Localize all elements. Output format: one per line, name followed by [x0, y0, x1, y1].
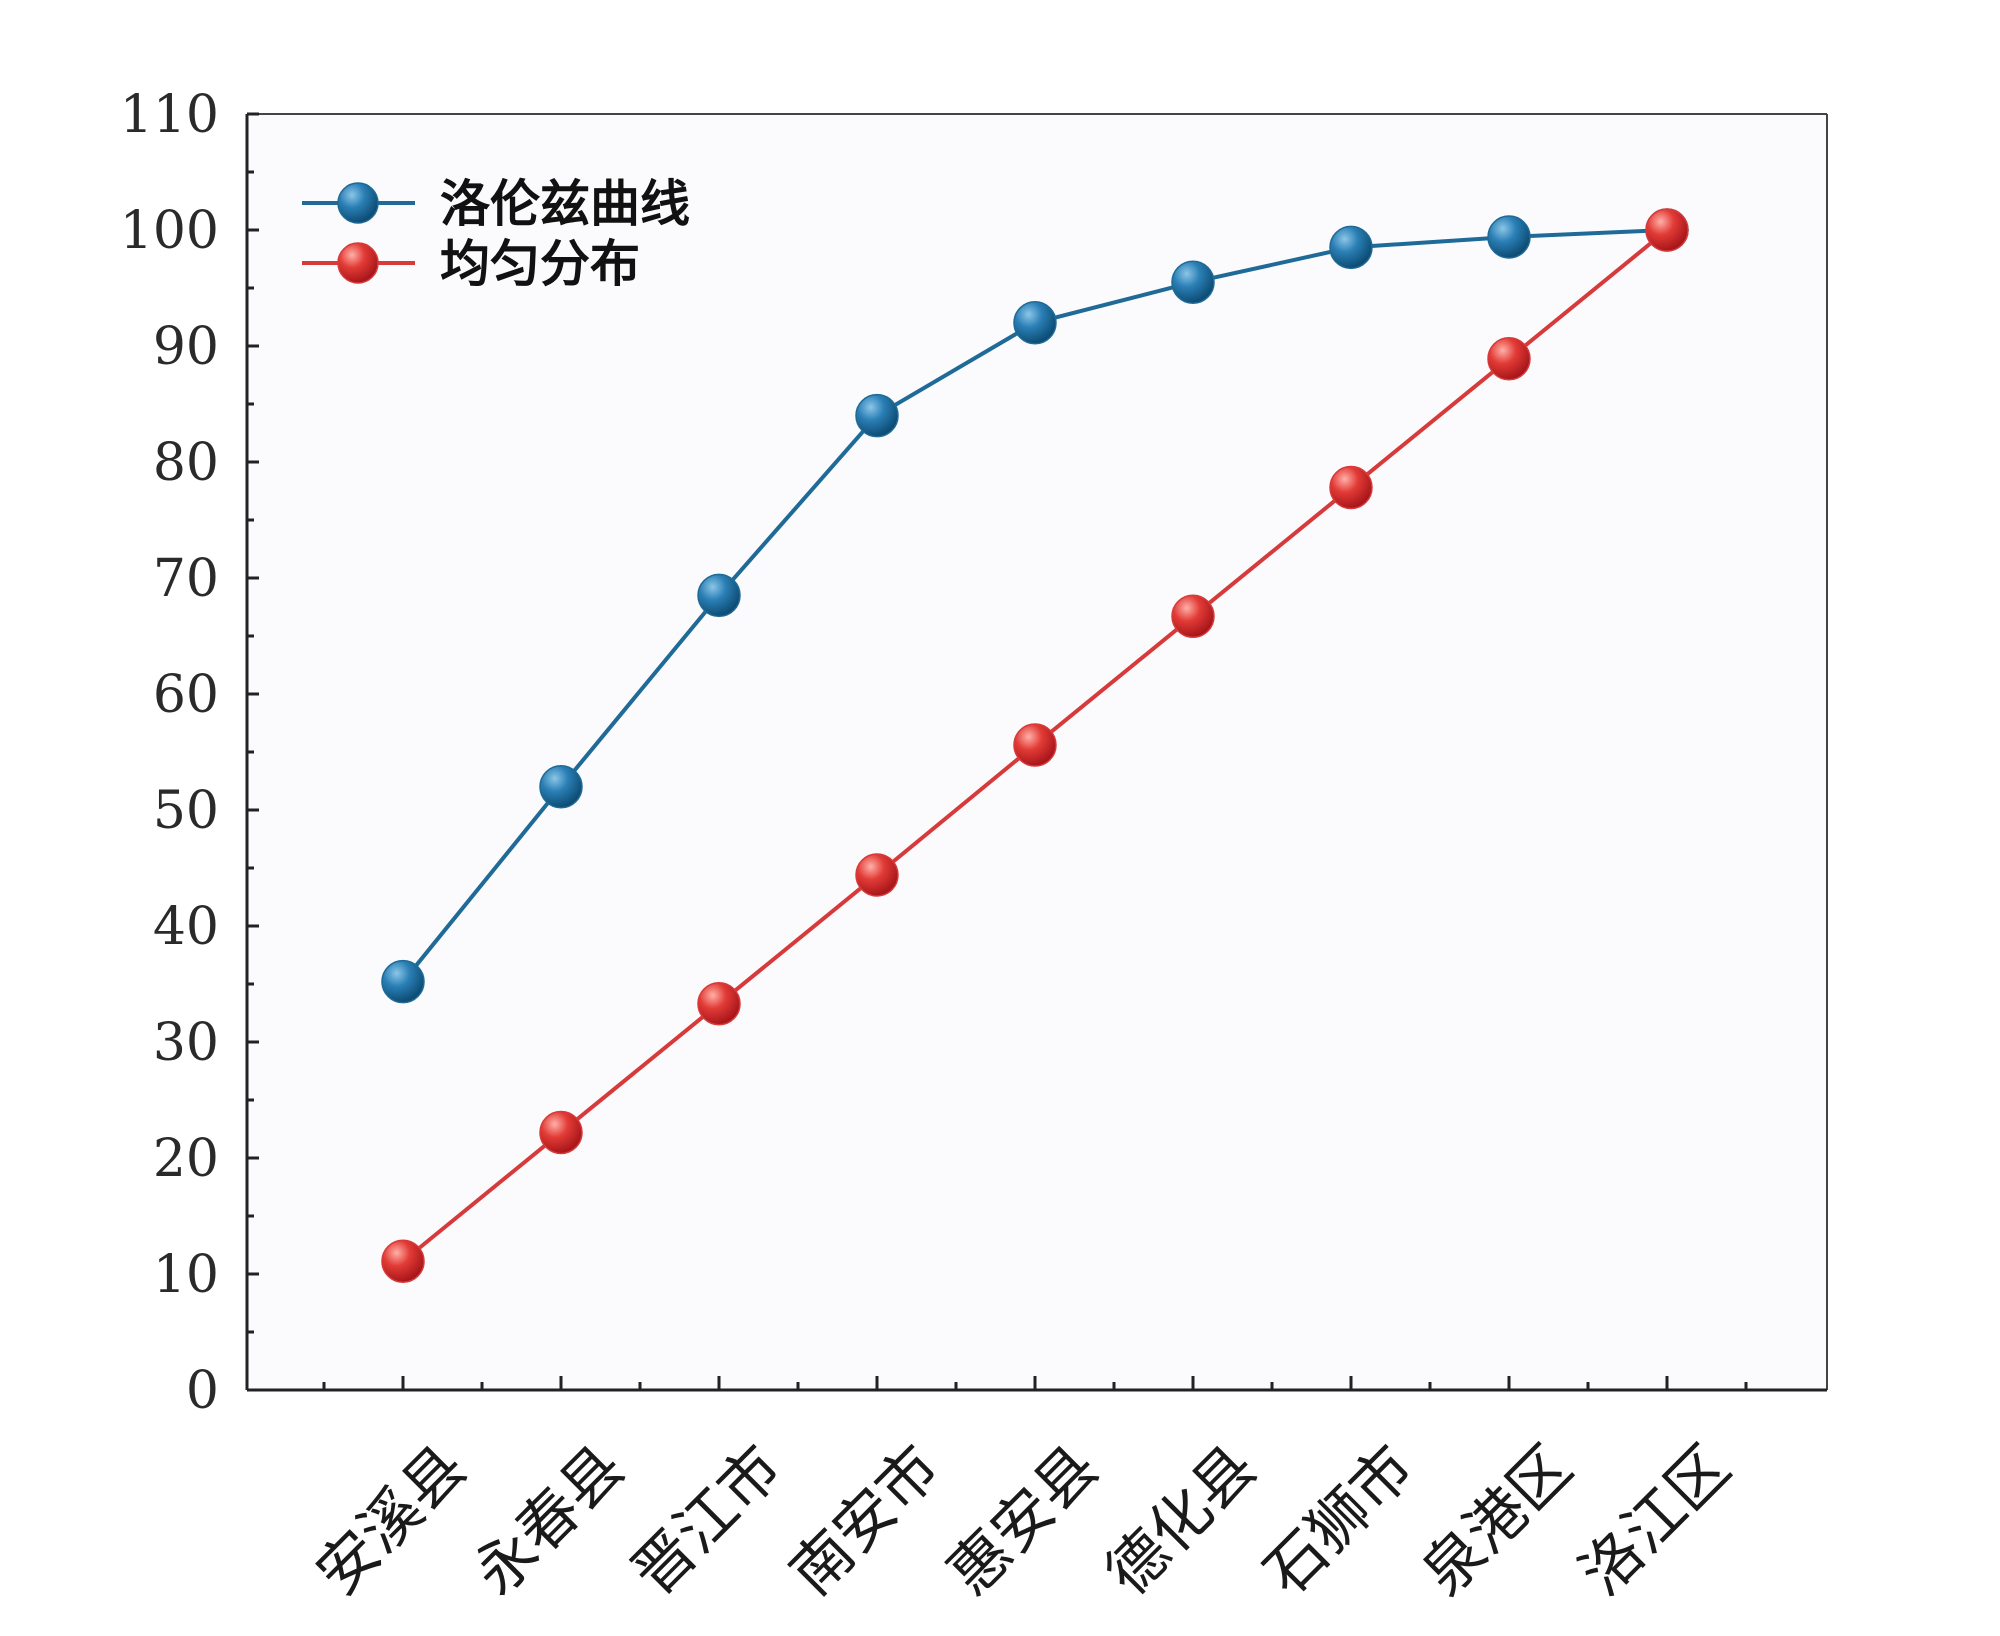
x-category-label: 石狮市 — [1251, 1432, 1428, 1609]
legend-label: 洛伦兹曲线 — [440, 175, 690, 233]
x-category-label: 永春县 — [461, 1432, 638, 1609]
data-point — [697, 573, 741, 618]
data-point — [1171, 594, 1215, 639]
y-tick-label: 50 — [153, 781, 219, 841]
y-tick-label: 0 — [186, 1361, 219, 1421]
legend-item: 均匀分布 — [302, 235, 640, 293]
x-category-label: 晋江市 — [619, 1432, 796, 1609]
y-tick-label: 100 — [120, 201, 219, 261]
data-point — [1645, 208, 1689, 252]
y-axis: 0 10 20 30 40 50 60 70 80 90 100 110 — [120, 85, 259, 1421]
data-point — [1171, 260, 1215, 304]
legend-label: 均匀分布 — [440, 235, 640, 293]
legend-item: 洛伦兹曲线 — [302, 175, 690, 233]
data-point — [381, 959, 425, 1004]
y-tick-label: 60 — [153, 665, 219, 725]
data-point — [697, 981, 741, 1026]
data-point — [855, 853, 899, 897]
data-point — [1013, 301, 1057, 345]
data-point — [1487, 337, 1531, 381]
data-point — [1487, 215, 1531, 259]
data-point — [539, 765, 583, 809]
data-point — [381, 1239, 425, 1283]
x-category-label: 惠安县 — [935, 1432, 1112, 1609]
data-point — [539, 1110, 583, 1155]
x-category-label: 泉港区 — [1409, 1432, 1586, 1609]
data-point — [1329, 465, 1373, 510]
y-tick-label: 10 — [153, 1245, 219, 1305]
x-category-label: 南安市 — [777, 1432, 954, 1609]
y-tick-label: 70 — [153, 549, 219, 609]
y-tick-label: 30 — [153, 1013, 219, 1073]
y-tick-label: 40 — [153, 897, 219, 957]
y-tick-label: 20 — [153, 1129, 219, 1189]
series-2 — [381, 208, 1689, 1283]
legend-marker — [337, 182, 379, 224]
data-point — [1013, 723, 1057, 767]
data-point — [1329, 225, 1373, 270]
x-category-label: 德化县 — [1093, 1432, 1270, 1609]
y-tick-label: 80 — [153, 433, 219, 493]
data-point — [855, 393, 899, 438]
x-category-label: 安溪县 — [303, 1432, 480, 1609]
legend-marker — [337, 242, 379, 284]
x-category-label: 洛江区 — [1567, 1432, 1744, 1609]
y-tick-label: 110 — [120, 85, 219, 145]
y-tick-label: 90 — [153, 317, 219, 377]
series-group — [381, 208, 1689, 1283]
